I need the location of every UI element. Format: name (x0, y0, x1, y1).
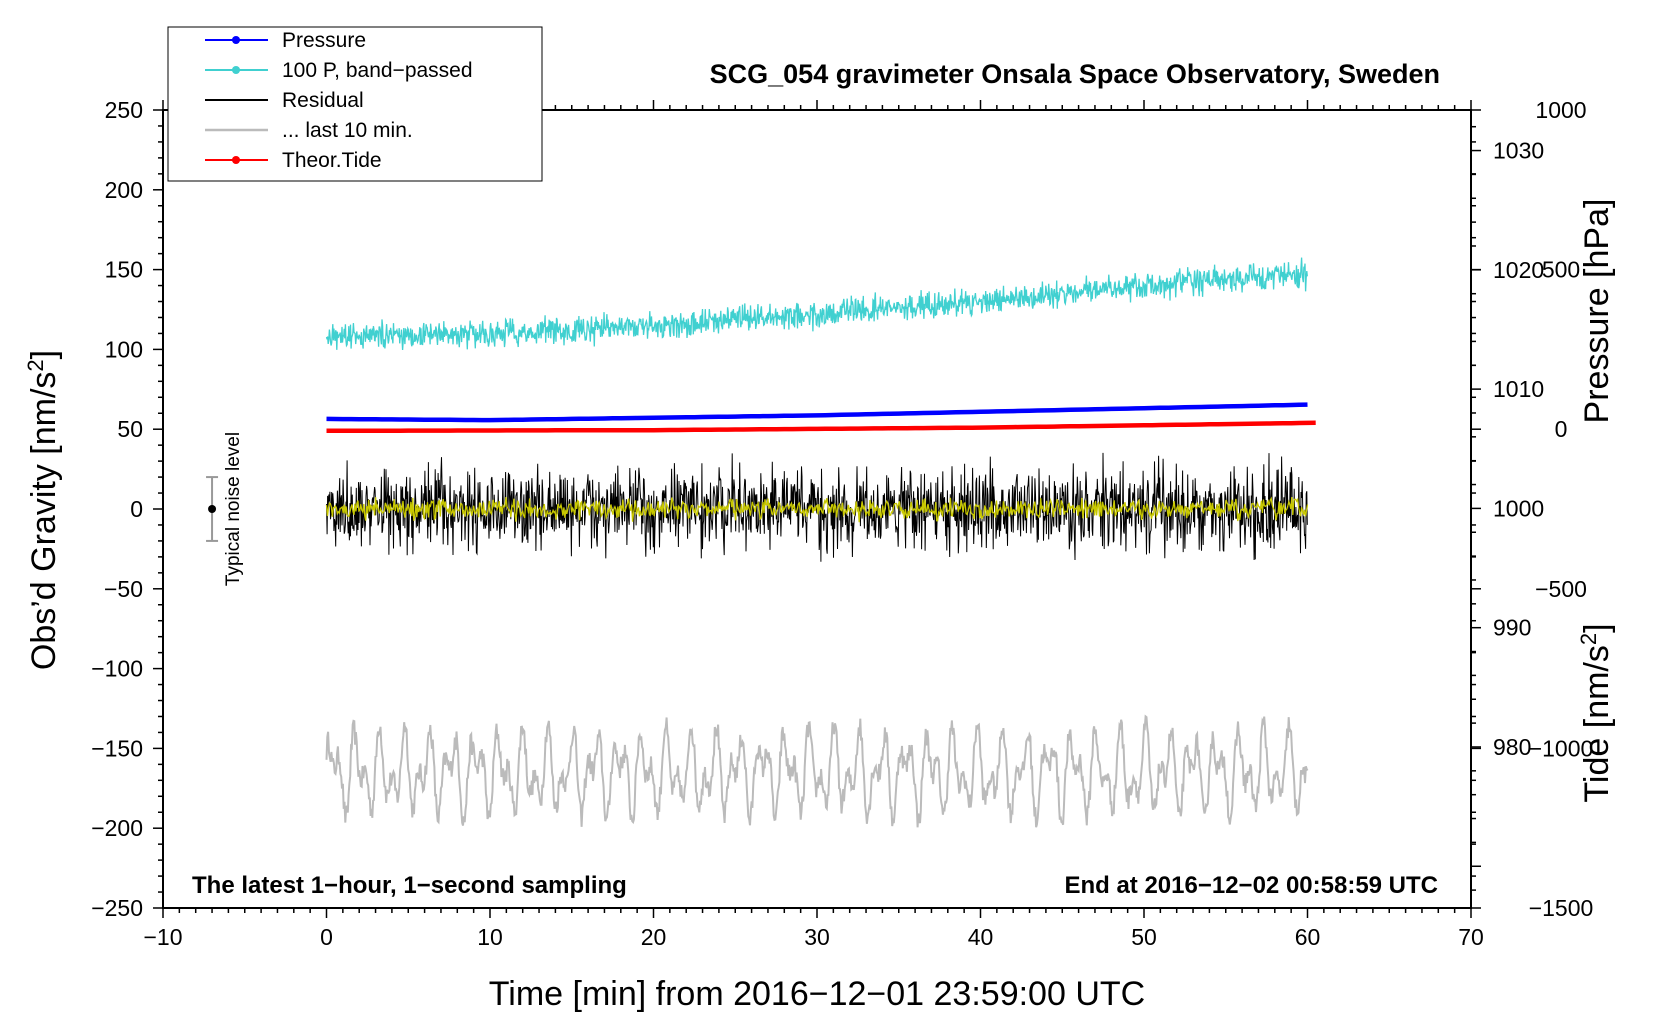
y-tick-label-left: 200 (105, 177, 143, 203)
y-tick-label-left: 250 (105, 97, 143, 123)
y-tick-label-left: 150 (105, 257, 143, 283)
y-axis-title-left-end: ] (25, 350, 63, 359)
y-axis-title-tide-end: ] (1578, 623, 1616, 632)
y-tick-label-left: −200 (91, 815, 143, 841)
legend-label: Residual (282, 89, 364, 112)
x-tick-label: 20 (641, 924, 667, 950)
legend-label: 100 P, band−passed (282, 59, 473, 82)
legend-marker (232, 66, 240, 74)
x-tick-label: 30 (804, 924, 830, 950)
y-tick-label-left: −150 (91, 735, 143, 761)
series-theor-tide (326, 420, 1316, 434)
series-last-10-min (325, 714, 1309, 828)
legend-label: Pressure (282, 29, 366, 52)
legend-box (167, 26, 543, 182)
y-axis-title-left-main: Obs’d Gravity [nm/s (25, 372, 63, 671)
y-tick-label-tide: 1000 (1535, 97, 1586, 123)
legend: Pressure 100 P, band−passed Residual ... la… (167, 26, 543, 182)
y-axis-title-tide-sup: 2 (1576, 633, 1601, 645)
y-axis-title-tide-main: Tide [nm/s (1578, 645, 1616, 802)
legend-marker (232, 36, 240, 44)
y-tick-label-left: −50 (104, 576, 143, 602)
y-tick-label-left: −100 (91, 656, 143, 682)
series-group (325, 257, 1316, 828)
noise-dot (208, 505, 217, 513)
y-tick-label-pressure: 1020 (1493, 257, 1544, 283)
legend-label: Theor.Tide (282, 149, 382, 172)
noise-label: Typical noise level (223, 432, 244, 586)
axis-ticks: −10 0 10 20 30 40 50 60 70250200150100500−50−100… (91, 97, 1593, 950)
typical-noise-marker: Typical noise level (206, 432, 244, 586)
y-tick-label-pressure: 1000 (1493, 495, 1544, 521)
x-tick-label: 70 (1458, 924, 1484, 950)
chart-title: SCG_054 gravimeter Onsala Space Observat… (710, 59, 1440, 89)
x-axis-title: Time [min] from 2016−12−01 23:59:00 UTC (489, 975, 1145, 1013)
y-tick-label-tide: 0 (1555, 416, 1568, 442)
y-axis-title-left-sup: 2 (23, 359, 48, 371)
y-tick-label-tide: −1500 (1529, 895, 1594, 921)
x-tick-label: 10 (477, 924, 503, 950)
series-residual-smoothed- (325, 496, 1309, 523)
y-tick-label-pressure: 1010 (1493, 376, 1544, 402)
y-tick-label-pressure: 990 (1493, 615, 1531, 641)
series-100-p-band-passed (325, 257, 1308, 351)
y-tick-label-pressure: 1030 (1493, 138, 1544, 164)
x-tick-label: 40 (968, 924, 994, 950)
legend-marker (232, 156, 240, 164)
annotation-sampling: The latest 1−hour, 1−second sampling (192, 872, 627, 899)
y-axis-title-tide: Tide [nm/s2] (1576, 623, 1616, 802)
x-tick-label: 60 (1295, 924, 1321, 950)
y-tick-label-left: −250 (91, 895, 143, 921)
y-tick-label-pressure: 980 (1493, 734, 1531, 760)
y-tick-label-left: 100 (105, 336, 143, 362)
legend-label: ... last 10 min. (282, 119, 413, 142)
x-tick-label: 50 (1131, 924, 1157, 950)
y-axis-title-left: Obs’d Gravity [nm/s2] (23, 350, 63, 670)
x-tick-label: −10 (143, 924, 182, 950)
y-tick-label-tide: −1000 (1529, 735, 1594, 761)
y-tick-label-left: 0 (130, 496, 143, 522)
y-tick-label-tide: −500 (1535, 576, 1587, 602)
y-axis-title-pressure: Pressure [hPa] (1578, 199, 1616, 424)
y-tick-label-tide: 500 (1542, 257, 1580, 283)
x-tick-label: 0 (320, 924, 333, 950)
series-pressure (326, 402, 1308, 423)
annotation-end-time: End at 2016−12−02 00:58:59 UTC (1064, 872, 1438, 899)
y-tick-label-left: 50 (117, 416, 143, 442)
